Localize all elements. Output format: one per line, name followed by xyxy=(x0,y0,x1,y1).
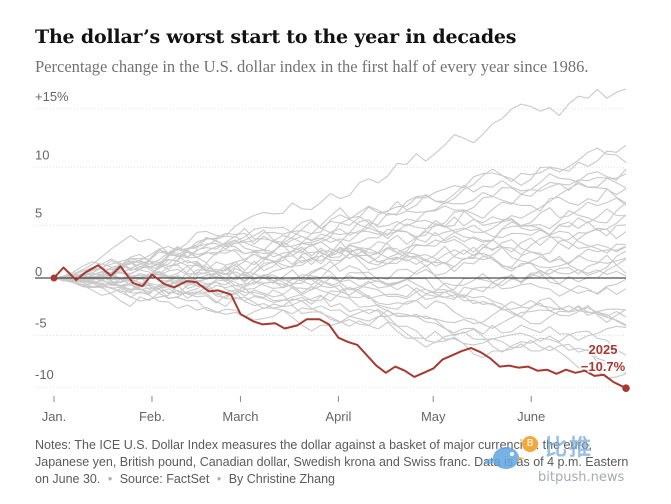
x-axis-ticks: Jan. Feb. March April May June xyxy=(42,396,545,424)
highlight-series-2025: 2025 −10.7% xyxy=(50,264,630,393)
chart-title: The dollar’s worst start to the year in … xyxy=(35,26,517,48)
y-axis-ticks: +15% 10 5 0 -5 -10 xyxy=(35,89,69,382)
series-2025-start-point xyxy=(50,274,58,282)
y-tick-label: +15% xyxy=(35,89,69,104)
historical-years-lines xyxy=(53,88,627,379)
y-tick-label: 5 xyxy=(35,206,42,221)
series-2025-name-label: 2025 xyxy=(589,342,618,357)
notes-separator: • xyxy=(107,472,113,486)
watermark-coin-icon: B xyxy=(522,436,538,452)
history-year-line xyxy=(53,147,627,279)
history-year-line xyxy=(53,277,627,372)
watermark-brand: 比推 xyxy=(545,436,594,461)
history-year-line xyxy=(53,188,627,279)
history-year-line xyxy=(53,214,627,279)
history-year-line xyxy=(53,264,627,299)
history-year-line xyxy=(53,246,627,284)
x-tick-label: Jan. xyxy=(42,409,67,424)
history-year-line xyxy=(53,182,627,280)
chart-subtitle: Percentage change in the U.S. dollar ind… xyxy=(35,57,589,76)
watermark-bird-icon xyxy=(484,447,525,469)
history-year-line xyxy=(53,197,627,279)
x-tick-label: March xyxy=(222,409,258,424)
series-2025-value-label: −10.7% xyxy=(581,359,626,374)
watermark-url: bitpush.news xyxy=(538,470,625,485)
chart-notes: Notes: The ICE U.S. Dollar Index measure… xyxy=(35,437,645,488)
x-tick-label: May xyxy=(421,409,446,424)
history-year-line xyxy=(53,272,627,326)
history-year-line xyxy=(53,277,627,327)
series-2025-line xyxy=(53,264,627,390)
x-tick-label: June xyxy=(517,409,545,424)
line-chart: +15% 10 5 0 -5 -10 2025 −10.7% Jan. Feb. March Ap… xyxy=(35,88,630,424)
history-year-line xyxy=(53,168,627,279)
history-year-line xyxy=(53,273,627,300)
y-tick-label: -10 xyxy=(35,367,54,382)
series-2025-end-point xyxy=(622,384,630,393)
history-year-line xyxy=(53,277,627,379)
notes-source: Source: FactSet xyxy=(119,472,210,486)
history-year-line xyxy=(53,275,627,318)
y-tick-label: -5 xyxy=(35,316,47,331)
y-tick-label: 0 xyxy=(35,264,42,279)
history-year-line xyxy=(53,254,627,302)
history-year-line xyxy=(53,230,627,281)
notes-separator: • xyxy=(216,472,222,486)
y-tick-label: 10 xyxy=(35,147,49,162)
notes-byline: By Christine Zhang xyxy=(228,472,335,486)
history-year-line xyxy=(53,270,627,356)
x-tick-label: Feb. xyxy=(139,409,165,424)
history-year-line xyxy=(53,273,627,330)
notes-text: Notes: The ICE U.S. Dollar Index measure… xyxy=(35,438,629,486)
x-tick-label: April xyxy=(325,409,351,424)
